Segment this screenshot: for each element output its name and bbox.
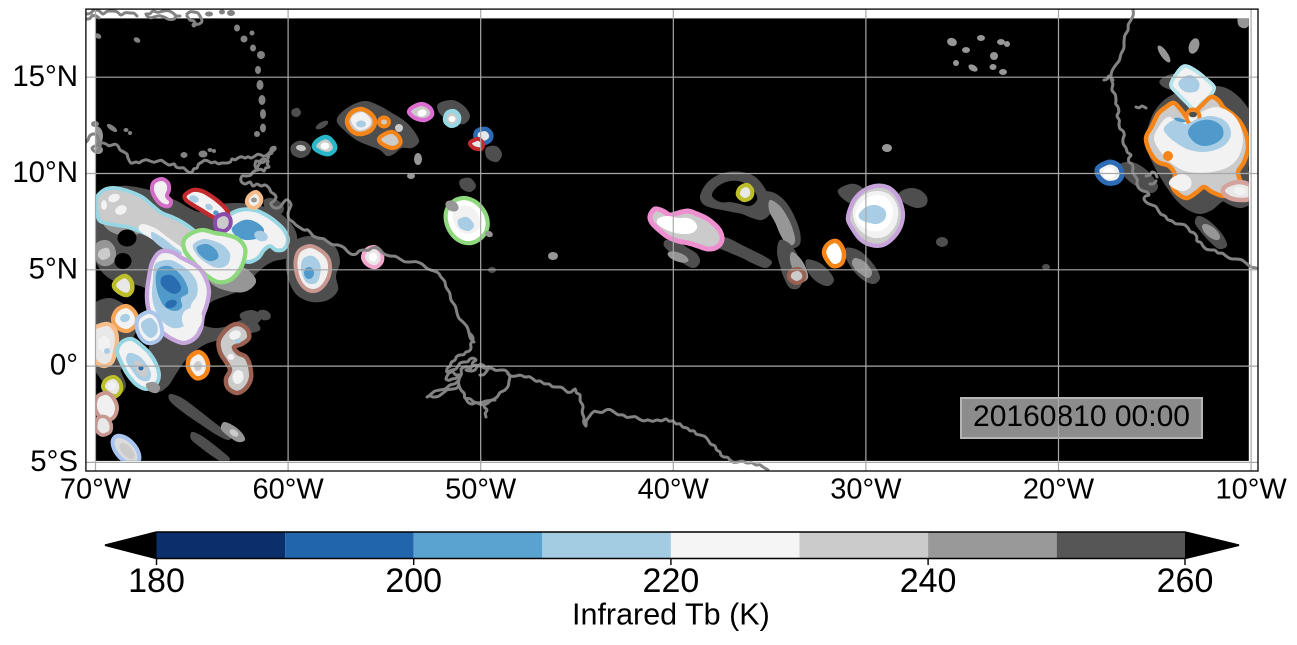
svg-text:Infrared Tb (K): Infrared Tb (K): [572, 598, 770, 632]
svg-text:20160810 00:00: 20160810 00:00: [973, 400, 1190, 433]
svg-text:10°N: 10°N: [12, 156, 78, 189]
svg-text:180: 180: [128, 562, 185, 600]
svg-text:40°W: 40°W: [638, 474, 710, 506]
svg-text:260: 260: [1157, 562, 1214, 600]
svg-text:240: 240: [900, 562, 957, 600]
svg-text:30°W: 30°W: [830, 474, 902, 506]
svg-text:5°S: 5°S: [30, 445, 78, 478]
svg-text:10°W: 10°W: [1215, 474, 1287, 506]
svg-text:200: 200: [385, 562, 442, 600]
svg-text:5°N: 5°N: [29, 252, 78, 285]
svg-text:20°W: 20°W: [1023, 474, 1095, 506]
svg-text:70°W: 70°W: [60, 474, 132, 506]
svg-text:220: 220: [643, 562, 700, 600]
svg-text:0°: 0°: [50, 349, 78, 382]
svg-text:60°W: 60°W: [252, 474, 324, 506]
svg-text:50°W: 50°W: [445, 474, 517, 506]
svg-text:15°N: 15°N: [12, 60, 78, 93]
